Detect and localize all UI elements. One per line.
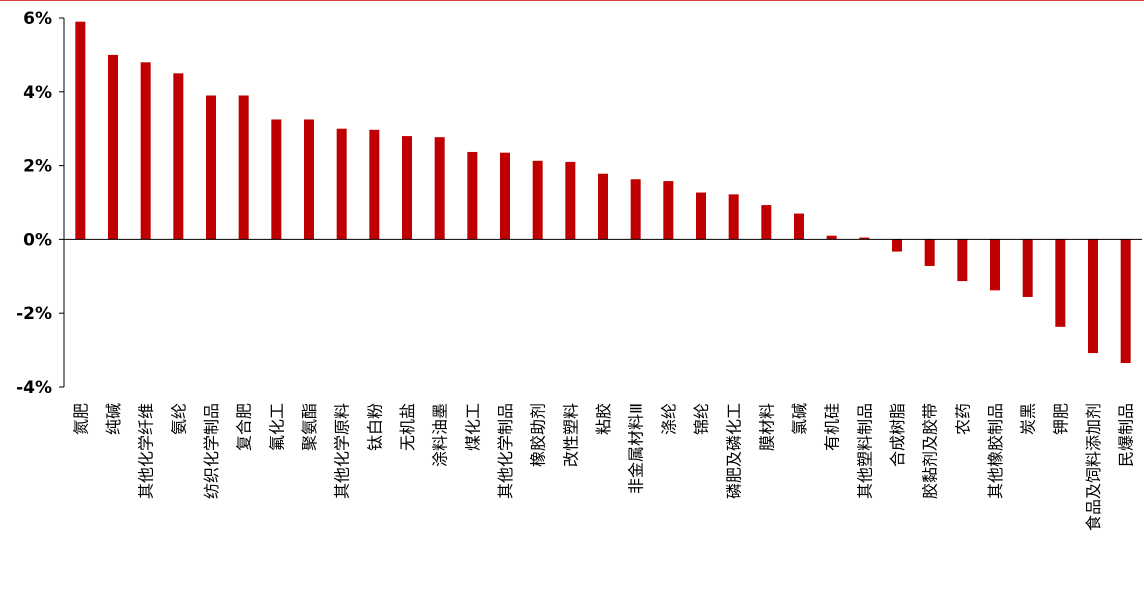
- x-tick-label: 涂料油墨: [431, 403, 450, 467]
- x-tick-label: 氨纶: [169, 403, 188, 435]
- bar: [532, 160, 543, 240]
- x-tick-label: 氯碱: [790, 403, 809, 435]
- y-tick-label: 6%: [23, 9, 52, 29]
- x-tick-label: 其他化学原料: [333, 403, 352, 499]
- x-tick-label: 其他橡胶制品: [986, 403, 1005, 499]
- bar: [630, 179, 641, 240]
- x-tick-label: 炭黑: [1019, 403, 1038, 435]
- x-tick-label: 涤纶: [659, 403, 678, 435]
- y-tick-label: -2%: [16, 304, 52, 324]
- x-tick-label: 粘胶: [594, 403, 613, 435]
- bar: [598, 173, 608, 240]
- bar: [1022, 239, 1033, 297]
- bar: [990, 239, 1000, 291]
- x-tick-label: 其他化学纤维: [137, 403, 156, 499]
- x-tick-label: 锦纶: [692, 403, 711, 435]
- x-tick-label: 改性塑料: [561, 403, 580, 467]
- bar: [402, 136, 412, 240]
- x-tick-label: 钛白粉: [365, 403, 384, 451]
- x-tick-label: 磷肥及磷化工: [725, 403, 744, 499]
- x-tick-label: 民爆制品: [1117, 403, 1136, 467]
- bar: [728, 194, 739, 240]
- x-tick-label: 农药: [953, 403, 972, 435]
- y-tick-label: -4%: [16, 378, 52, 398]
- x-tick-label: 橡胶助剂: [529, 403, 548, 467]
- bar: [140, 62, 151, 240]
- x-tick-label: 非金属材料Ⅲ: [627, 403, 646, 494]
- bar: [794, 213, 804, 240]
- y-tick-label: 0%: [23, 230, 52, 250]
- bar: [1088, 239, 1098, 354]
- bar: [206, 95, 216, 240]
- y-tick-label: 2%: [23, 157, 52, 177]
- x-tick-label: 纺织化学制品: [202, 403, 221, 499]
- top-rule: [0, 0, 1144, 1]
- bar: [336, 128, 347, 240]
- x-tick-label: 有机硅: [823, 403, 842, 451]
- bar: [500, 152, 510, 240]
- x-tick-labels: 氮肥 纯碱 其他化学纤维 氨纶 纺织化学制品 复合肥 氟化工 聚氨酯 其他化学原料 钛白粉 无机盐涂…: [71, 403, 1135, 531]
- x-tick-label: 其他化学制品: [496, 403, 515, 499]
- bar: [304, 119, 314, 240]
- x-tick-label: 合成树脂: [888, 403, 907, 467]
- bar: [696, 192, 706, 240]
- bar: [565, 161, 576, 240]
- bar: [859, 237, 870, 240]
- x-tick-label: 膜材料: [757, 403, 776, 451]
- bar: [173, 73, 184, 240]
- bar: [663, 181, 674, 240]
- axes-layer: [59, 17, 1142, 388]
- x-tick-label: 聚氨酯: [300, 403, 319, 451]
- bar: [924, 239, 935, 266]
- bar: [761, 205, 772, 240]
- bars-layer: [75, 21, 1131, 364]
- y-tick-labels: 6% 4% 2% 0% -2% -4%: [16, 9, 52, 398]
- bar: [1120, 239, 1131, 364]
- y-tick-label: 4%: [23, 83, 52, 103]
- x-tick-label: 其他塑料制品: [855, 403, 874, 499]
- bar: [271, 119, 282, 240]
- bar: [238, 95, 249, 240]
- bar: [1055, 239, 1066, 327]
- bar: [108, 54, 118, 240]
- x-tick-label: 氟化工: [267, 403, 286, 451]
- bar: [434, 137, 445, 240]
- bar: [369, 129, 380, 240]
- x-tick-label: 煤化工: [463, 403, 482, 451]
- bar: [892, 239, 902, 252]
- x-tick-label: 纯碱: [104, 403, 123, 435]
- x-tick-label: 胶黏剂及胶带: [921, 403, 940, 499]
- bar: [467, 151, 478, 240]
- bar: [957, 239, 968, 282]
- bar: [75, 21, 86, 240]
- x-tick-label: 食品及饲料添加剂: [1084, 403, 1103, 531]
- x-tick-label: 钾肥: [1051, 403, 1070, 435]
- x-tick-label: 氮肥: [71, 403, 90, 435]
- bar: [826, 235, 837, 240]
- x-tick-label: 复合肥: [235, 403, 254, 451]
- x-tick-label: 无机盐: [398, 403, 417, 451]
